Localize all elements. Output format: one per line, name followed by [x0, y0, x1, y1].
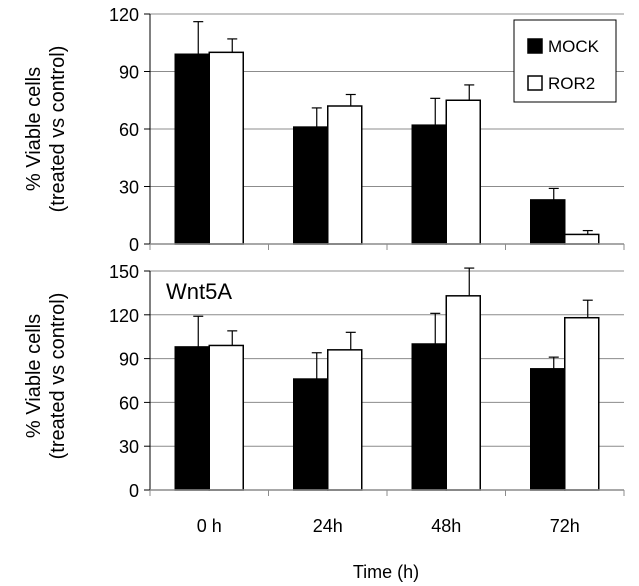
y-tick-label: 90 [119, 63, 139, 83]
bar-ror2 [445, 295, 481, 491]
y-tick-label: 90 [119, 350, 139, 370]
bar-mock [411, 343, 447, 491]
y-axis-label-line2: (treated vs control) [47, 293, 69, 460]
bar-ror2 [564, 233, 600, 245]
y-axis-label-line1: % Viable cells [23, 67, 45, 191]
bars [174, 21, 600, 245]
bars [174, 267, 600, 491]
y-tick-label: 150 [109, 262, 139, 282]
bar-ror2 [564, 316, 600, 491]
x-axis-label: Time (h) [353, 562, 419, 582]
bar-ror2 [445, 99, 481, 245]
bar-ror2 [327, 105, 363, 245]
legend-label-ror2: ROR2 [548, 74, 595, 93]
bar-ror2 [208, 344, 244, 491]
x-tick-label: 24h [313, 516, 343, 536]
x-tick-label: 0 h [197, 516, 222, 536]
y-axis-label-line2: (treated vs control) [47, 46, 69, 213]
chart-panel-bottom: 0 30 60 90 120 150 % Viable cells (treated vs… [23, 262, 625, 501]
y-tick-label: 0 [129, 481, 139, 501]
bar-mock [174, 346, 210, 491]
y-tick-labels: 0 30 60 90 120 [109, 5, 139, 255]
bar-mock [293, 126, 329, 245]
y-tick-label: 120 [109, 5, 139, 25]
x-tick-labels: 0 h 24h 48h 72h [197, 516, 580, 536]
bar-mock [293, 378, 329, 491]
y-tick-label: 0 [129, 235, 139, 255]
legend-label-mock: MOCK [548, 37, 600, 56]
y-tick-label: 60 [119, 393, 139, 413]
y-tick-label: 120 [109, 306, 139, 326]
legend-swatch-ror2 [527, 75, 543, 91]
y-axis-label-line1: % Viable cells [23, 314, 45, 438]
bar-mock [174, 53, 210, 245]
x-tick-label: 72h [550, 516, 580, 536]
bar-mock [411, 124, 447, 245]
legend-swatch-mock [527, 38, 543, 54]
bar-mock [530, 368, 566, 491]
axes [144, 270, 625, 496]
bar-ror2 [327, 349, 363, 491]
y-tick-labels: 0 30 60 90 120 150 [109, 262, 139, 501]
y-tick-label: 60 [119, 120, 139, 140]
y-axis-label: % Viable cells (treated vs control) [23, 46, 69, 213]
y-tick-label: 30 [119, 178, 139, 198]
chart-panel-top: 0 30 60 90 120 % Viable cells (treated vs co… [23, 5, 625, 255]
legend: MOCK ROR2 [513, 19, 617, 103]
bar-ror2 [208, 51, 244, 245]
panel-annotation: Wnt5A [166, 279, 232, 304]
bar-mock [530, 199, 566, 245]
y-axis-label: % Viable cells (treated vs control) [23, 293, 69, 460]
axes [144, 13, 625, 250]
x-tick-label: 48h [431, 516, 461, 536]
y-tick-label: 30 [119, 437, 139, 457]
